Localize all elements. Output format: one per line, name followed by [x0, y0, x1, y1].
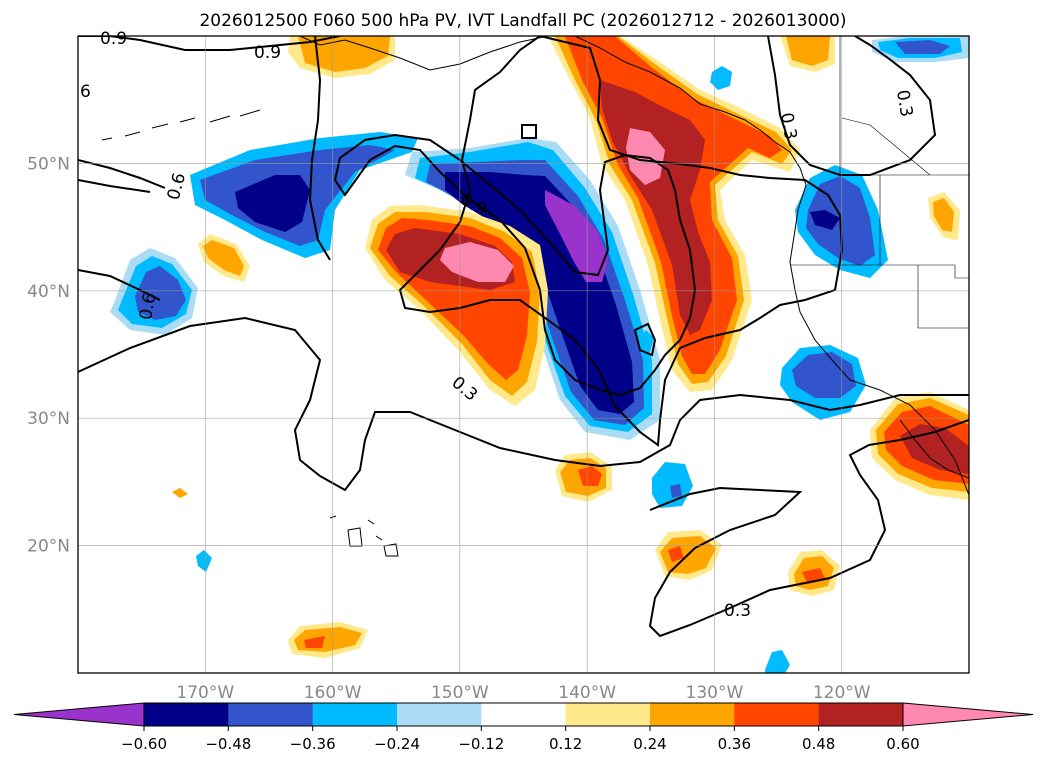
lat-tick-label: 20°N	[27, 537, 70, 557]
axis-labels: 170°W 160°W 150°W 140°W 130°W 120°W 20°N 30°N 40…	[27, 154, 871, 703]
colorbar: −0.60 −0.48 −0.36 −0.24 −0.12 0.12 0.24 0.36 0.4…	[13, 702, 1034, 753]
colorbar-tick-label: −0.60	[121, 735, 167, 753]
colorbar-bin	[565, 703, 651, 726]
map-frame	[77, 35, 970, 674]
contour-label: 0.3	[724, 601, 751, 621]
chart-title: 2026012500 F060 500 hPa PV, IVT Landfall…	[199, 11, 846, 31]
lon-tick-label: 160°W	[304, 683, 362, 703]
lon-tick-label: 130°W	[686, 683, 744, 703]
colorbar-tick-label: −0.48	[205, 735, 251, 753]
colorbar-tick-label: −0.36	[290, 735, 336, 753]
lat-tick-label: 40°N	[27, 282, 70, 302]
contour-0.3-main	[78, 316, 969, 492]
gridlines	[78, 36, 969, 673]
colorbar-tick-label: −0.24	[374, 735, 420, 753]
lon-tick-label: 140°W	[558, 683, 616, 703]
colorbar-bin	[312, 703, 398, 726]
contour-0.3-south	[648, 419, 969, 638]
colorbar-tick-label: 0.12	[549, 735, 582, 753]
colorbar-bin	[818, 703, 904, 726]
colorbar-tick-label: −0.12	[458, 735, 504, 753]
colorbar-tick-label: 0.60	[886, 735, 919, 753]
pc-contours	[78, 36, 969, 638]
lat-tick-label: 50°N	[27, 154, 70, 174]
colorbar-tick-label: 0.36	[718, 735, 751, 753]
contour-label: 0.6	[136, 291, 160, 321]
contour-label: 0.9	[100, 29, 127, 49]
lon-tick-label: 150°W	[431, 683, 489, 703]
mexico-coast	[899, 419, 969, 479]
hawaii-islands	[329, 515, 399, 557]
colorbar-outline	[143, 702, 904, 727]
lon-tick-label: 170°W	[176, 683, 234, 703]
contour-0.3-north	[767, 36, 937, 176]
contour-label: 0.3	[892, 88, 916, 118]
colorbar-bin	[228, 703, 314, 726]
contour-0.6-north-arc	[308, 36, 331, 261]
colorbar-extend-high	[902, 702, 1034, 727]
contour-0.6-west	[78, 159, 166, 301]
aleutian-islands	[101, 109, 261, 141]
contour-label: 0.9	[254, 43, 281, 63]
colorbar-tick-label: 0.24	[633, 735, 666, 753]
colorbar-extend-low	[13, 702, 145, 727]
colorbar-bin	[144, 703, 229, 726]
contour-label: 0.3	[776, 111, 800, 141]
colorbar-bin	[481, 703, 567, 726]
lat-tick-label: 30°N	[27, 409, 70, 429]
colorbar-bin	[650, 703, 735, 726]
north-america-coast	[574, 36, 969, 496]
contour-label: 6	[80, 82, 91, 102]
colorbar-bin	[734, 703, 820, 726]
lon-tick-label: 120°W	[813, 683, 871, 703]
contour-0.6-ring	[398, 36, 844, 447]
contour-0.9-northwest	[78, 36, 341, 51]
colorbar-tick-label: 0.48	[802, 735, 835, 753]
colorbar-bin	[397, 703, 482, 726]
